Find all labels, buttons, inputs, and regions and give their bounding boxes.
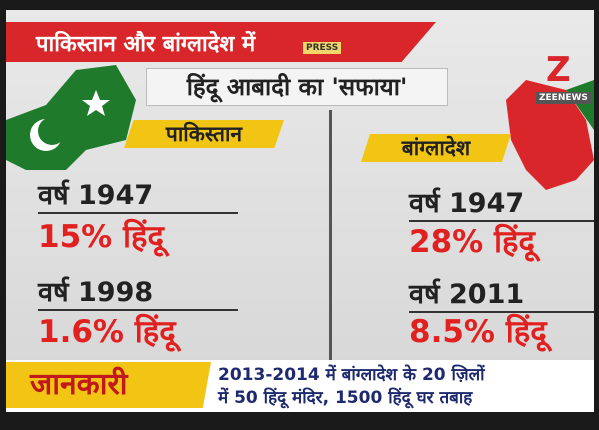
- header-line1: पाकिस्तान और बांग्लादेश में: [36, 32, 256, 57]
- channel-logo: Z: [546, 50, 571, 90]
- flag-crescent-cut: [38, 117, 66, 145]
- share: 1.6% हिंदू: [38, 314, 176, 350]
- divider: [329, 110, 332, 360]
- country-tag: पाकिस्तान: [124, 120, 284, 148]
- watermark: PRESS: [303, 42, 342, 54]
- ticker-line: 2013-2014 में बांग्लादेश के 20 ज़िलों: [218, 365, 485, 385]
- share: 15% हिंदू: [38, 219, 164, 255]
- country-tag: बांग्लादेश: [361, 134, 511, 162]
- share: 28% हिंदू: [409, 224, 535, 260]
- pakistan-map: [6, 65, 136, 170]
- year: वर्ष 1947: [38, 175, 238, 214]
- channel-name: ZEENEWS: [536, 92, 591, 104]
- header-line2: हिंदू आबादी का 'सफाया': [146, 68, 448, 106]
- year: वर्ष 1998: [38, 272, 238, 311]
- year: वर्ष 2011: [409, 274, 594, 313]
- map-background: [6, 65, 594, 190]
- tv-screen: पाकिस्तान और बांग्लादेश में हिंदू आबादी …: [6, 10, 594, 412]
- ticker-line: में 50 हिंदू मंदिर, 1500 हिंदू घर तबाह: [218, 388, 473, 408]
- header-banner: [6, 22, 436, 62]
- year: वर्ष 1947: [409, 183, 594, 222]
- flag-star: [82, 90, 110, 116]
- segment-name: जानकारी: [6, 362, 211, 408]
- bangladesh-map: [506, 80, 594, 190]
- share: 8.5% हिंदू: [409, 314, 547, 350]
